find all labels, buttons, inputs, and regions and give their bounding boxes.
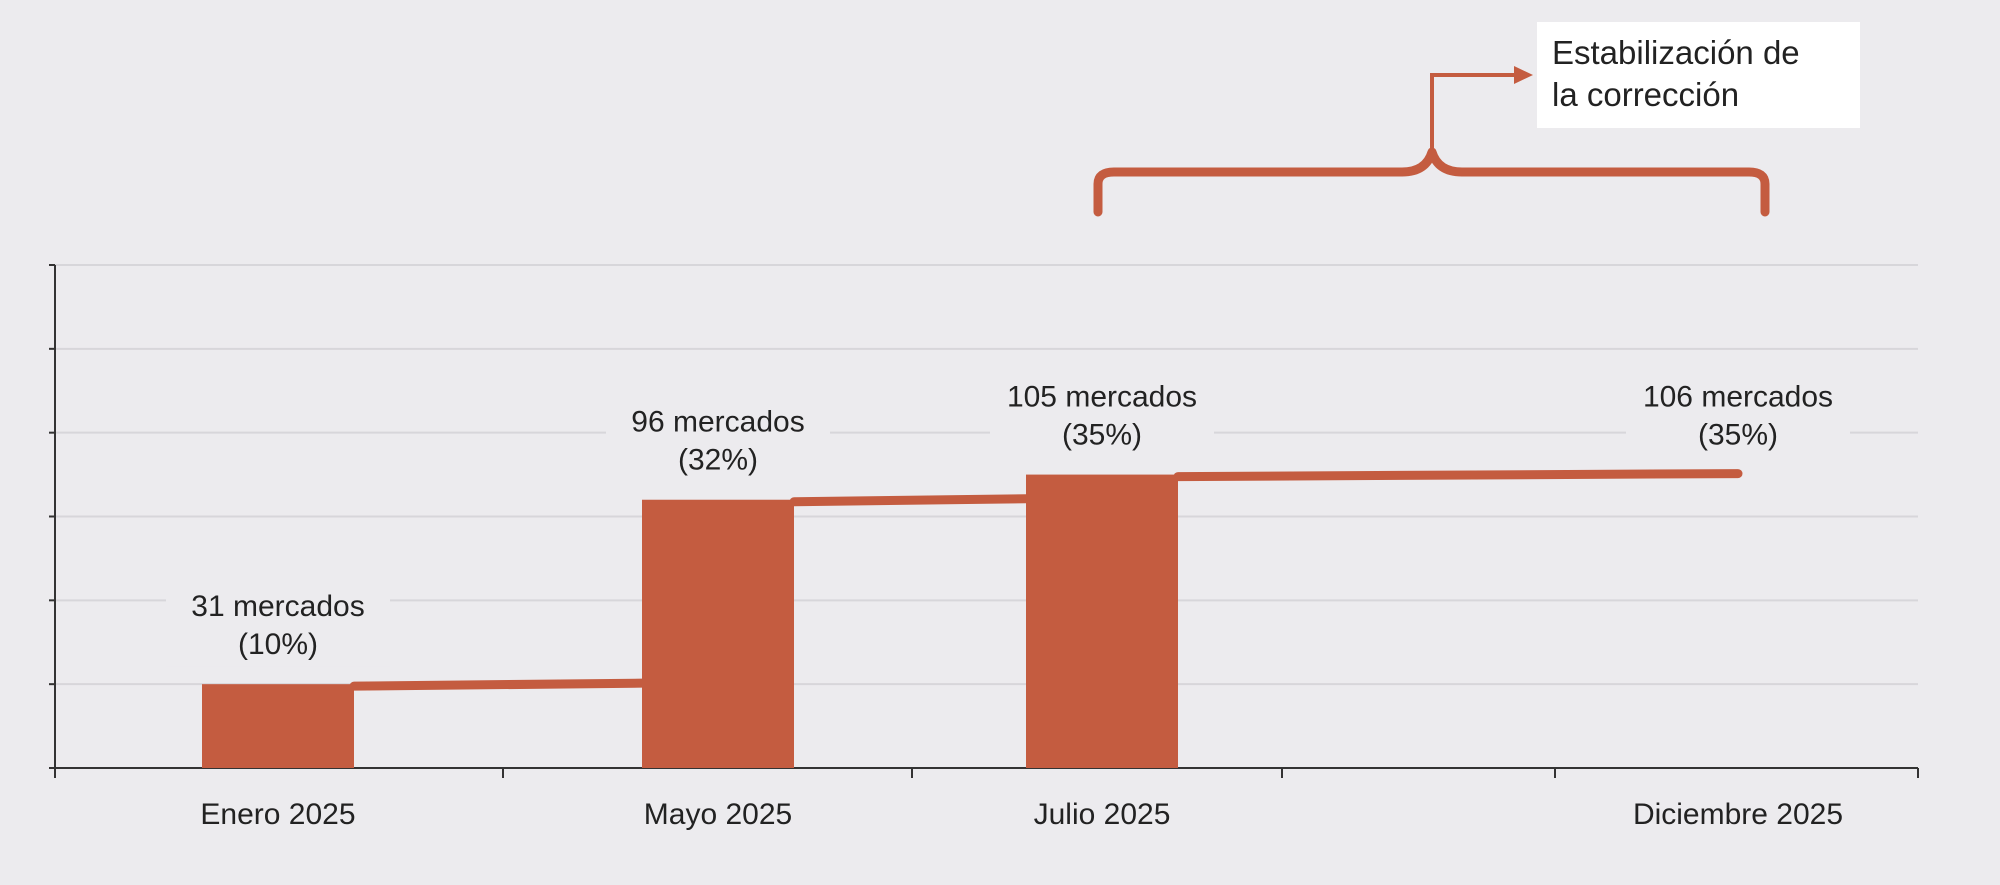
bar-mayo-2025	[642, 499, 794, 768]
x-tick-label: Diciembre 2025	[1633, 798, 1843, 831]
bar-enero-2025	[202, 684, 354, 768]
annotation-text-line-1: Estabilización de	[1552, 34, 1800, 71]
annotation-arrowhead	[1514, 66, 1533, 84]
data-label-percent: (35%)	[1062, 419, 1142, 452]
connector-line	[349, 469, 1743, 691]
data-label-background	[1626, 376, 1850, 457]
data-label-background	[606, 401, 830, 482]
data-label-count: 31 mercados	[191, 590, 364, 623]
data-label-count: 96 mercados	[631, 406, 804, 439]
x-tick-label: Julio 2025	[1034, 798, 1171, 831]
annotation: Estabilización de la corrección	[1093, 22, 1860, 217]
data-label-background	[166, 586, 390, 667]
bar-julio-2025	[1026, 474, 1178, 768]
annotation-text-line-2: la corrección	[1552, 76, 1739, 113]
bars	[202, 474, 1178, 768]
x-tick-label: Mayo 2025	[644, 798, 792, 831]
data-label-count: 105 mercados	[1007, 381, 1197, 414]
axes	[49, 264, 1919, 778]
data-labels: 31 mercados (10%) 96 mercados (32%) 105 merc…	[166, 376, 1850, 667]
step-connector	[349, 469, 1743, 691]
annotation-arrow-line	[1430, 73, 1516, 148]
annotation-box	[1537, 22, 1860, 128]
data-label-count: 106 mercados	[1643, 381, 1833, 414]
x-tick-label: Enero 2025	[200, 798, 355, 831]
data-label-percent: (35%)	[1698, 419, 1778, 452]
x-tick-labels: Enero 2025 Mayo 2025 Julio 2025 Diciembre 2…	[200, 798, 1843, 831]
data-label-background	[990, 376, 1214, 457]
data-label-percent: (10%)	[238, 628, 318, 661]
data-label-percent: (32%)	[678, 444, 758, 477]
annotation-brace	[1093, 147, 1770, 217]
